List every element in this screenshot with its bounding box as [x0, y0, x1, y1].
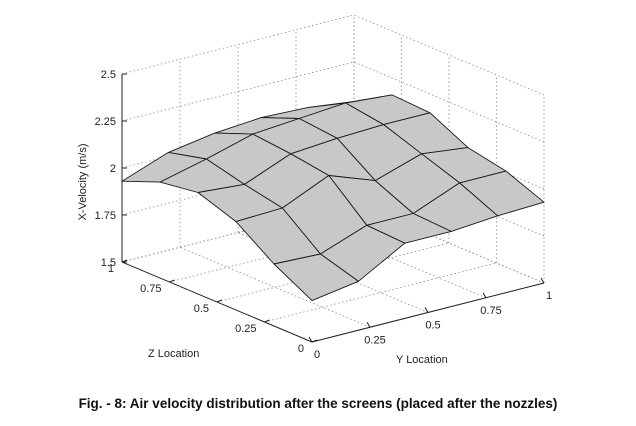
tick-labels: 1.5 1.75 2 2.25 2.5 0 0.25 0.5 0.75 1 0 0.25 0.5 0.75… — [95, 69, 552, 361]
y-location-tick-label: 0.5 — [425, 320, 440, 332]
z-location-tick-label: 0.75 — [140, 283, 161, 295]
velocity-tick-label: 2 — [110, 163, 116, 175]
velocity-tick-label: 2.5 — [101, 69, 116, 81]
z-location-tick-label: 0 — [298, 343, 304, 355]
z-location-tick-mark — [121, 259, 128, 263]
z-location-tick-label: 0.5 — [194, 303, 209, 315]
z-location-axis-label: Z Location — [148, 348, 199, 360]
y-location-tick-mark — [366, 321, 371, 328]
z-location-tick-mark — [216, 299, 223, 303]
y-location-tick-label: 0.75 — [480, 305, 501, 317]
y-location-tick-mark — [482, 292, 487, 299]
y-location-tick-mark — [424, 307, 429, 313]
y-location-tick-label: 0.25 — [364, 334, 385, 346]
z-location-tick-label: 1 — [108, 263, 114, 275]
z-location-tick-label: 0.25 — [235, 323, 256, 335]
z-location-tick-mark — [311, 339, 318, 343]
velocity-tick-label: 2.25 — [95, 116, 116, 128]
z-location-tick-mark — [264, 319, 270, 323]
velocity-tick-label: 1.5 — [101, 257, 116, 269]
z-axis-label: X-Velocity (m/s) — [77, 143, 89, 220]
y-location-tick-label: 0 — [314, 349, 320, 361]
z-location-tick-mark — [169, 279, 175, 283]
figure-caption: Fig. - 8: Air velocity distribution afte… — [78, 396, 558, 411]
velocity-tick-label: 1.75 — [95, 210, 116, 222]
y-location-tick-mark — [540, 277, 545, 284]
grid-line — [121, 14, 355, 75]
velocity-surface — [121, 94, 545, 302]
surface-patch — [273, 253, 359, 302]
y-location-tick-label: 1 — [546, 290, 552, 302]
surface-plot: 1.5 1.75 2 2.25 2.5 0 0.25 0.5 0.75 1 0 0.25 0.5 0.75… — [77, 14, 552, 366]
y-location-tick-mark — [308, 336, 313, 343]
y-location-axis-label: Y Location — [396, 354, 448, 366]
axes-frame — [121, 73, 545, 343]
